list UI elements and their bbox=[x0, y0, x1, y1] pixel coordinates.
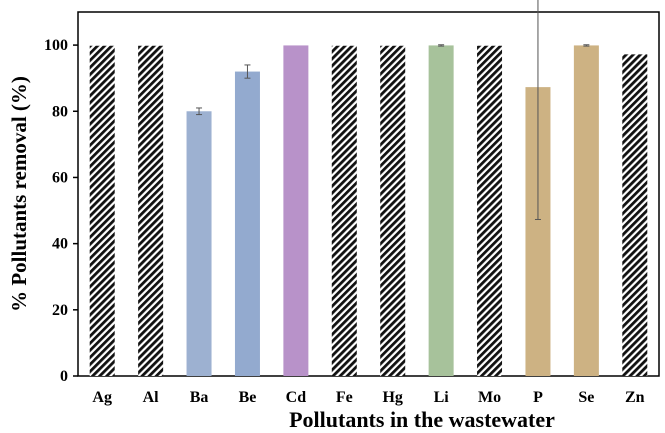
bar-hg bbox=[380, 45, 406, 376]
x-tick-label-zn: Zn bbox=[625, 389, 645, 406]
x-tick-label-cd: Cd bbox=[286, 389, 307, 406]
y-tick-label-20: 20 bbox=[52, 302, 68, 319]
bar-be bbox=[234, 71, 260, 376]
bar-ba bbox=[186, 111, 212, 377]
error-bars-group bbox=[196, 0, 590, 220]
x-tick-label-p: P bbox=[533, 389, 543, 406]
y-axis-ticks: 0 20 40 60 80 100 bbox=[44, 37, 78, 385]
error-bar-li bbox=[438, 44, 445, 47]
y-tick-label-60: 60 bbox=[52, 169, 68, 186]
x-axis-ticks: Ag Al Ba Be Cd Fe Hg Li Mo P Se Zn bbox=[92, 389, 644, 406]
bar-li bbox=[428, 45, 454, 377]
bar-ag bbox=[89, 45, 115, 376]
y-axis-title: % Pollutants removal (%) bbox=[7, 76, 31, 312]
x-tick-label-li: Li bbox=[434, 389, 450, 406]
x-tick-label-fe: Fe bbox=[336, 389, 353, 406]
y-tick-label-0: 0 bbox=[60, 368, 68, 385]
error-bar-be bbox=[244, 64, 251, 79]
bar-cd bbox=[283, 45, 309, 377]
bars-group bbox=[89, 45, 648, 377]
error-bar-se bbox=[583, 44, 590, 47]
x-tick-label-al: Al bbox=[143, 389, 160, 406]
bar-mo bbox=[477, 45, 503, 376]
y-tick-label-100: 100 bbox=[44, 37, 68, 54]
error-bar-ba bbox=[196, 107, 203, 116]
y-tick-label-80: 80 bbox=[52, 103, 68, 120]
x-tick-label-be: Be bbox=[239, 389, 257, 406]
x-tick-label-ba: Ba bbox=[190, 389, 209, 406]
x-tick-label-mo: Mo bbox=[478, 389, 501, 406]
error-bar-p bbox=[534, 0, 541, 220]
plot-frame bbox=[77, 11, 660, 377]
bar-se bbox=[573, 45, 599, 377]
bar-al bbox=[138, 45, 164, 376]
bar-zn bbox=[622, 54, 648, 377]
x-tick-label-ag: Ag bbox=[92, 389, 112, 406]
bar-fe bbox=[331, 45, 357, 376]
x-tick-label-se: Se bbox=[578, 389, 594, 406]
x-tick-label-hg: Hg bbox=[382, 389, 402, 406]
x-axis-title: Pollutants in the wastewater bbox=[289, 407, 555, 432]
y-tick-label-40: 40 bbox=[52, 236, 68, 253]
